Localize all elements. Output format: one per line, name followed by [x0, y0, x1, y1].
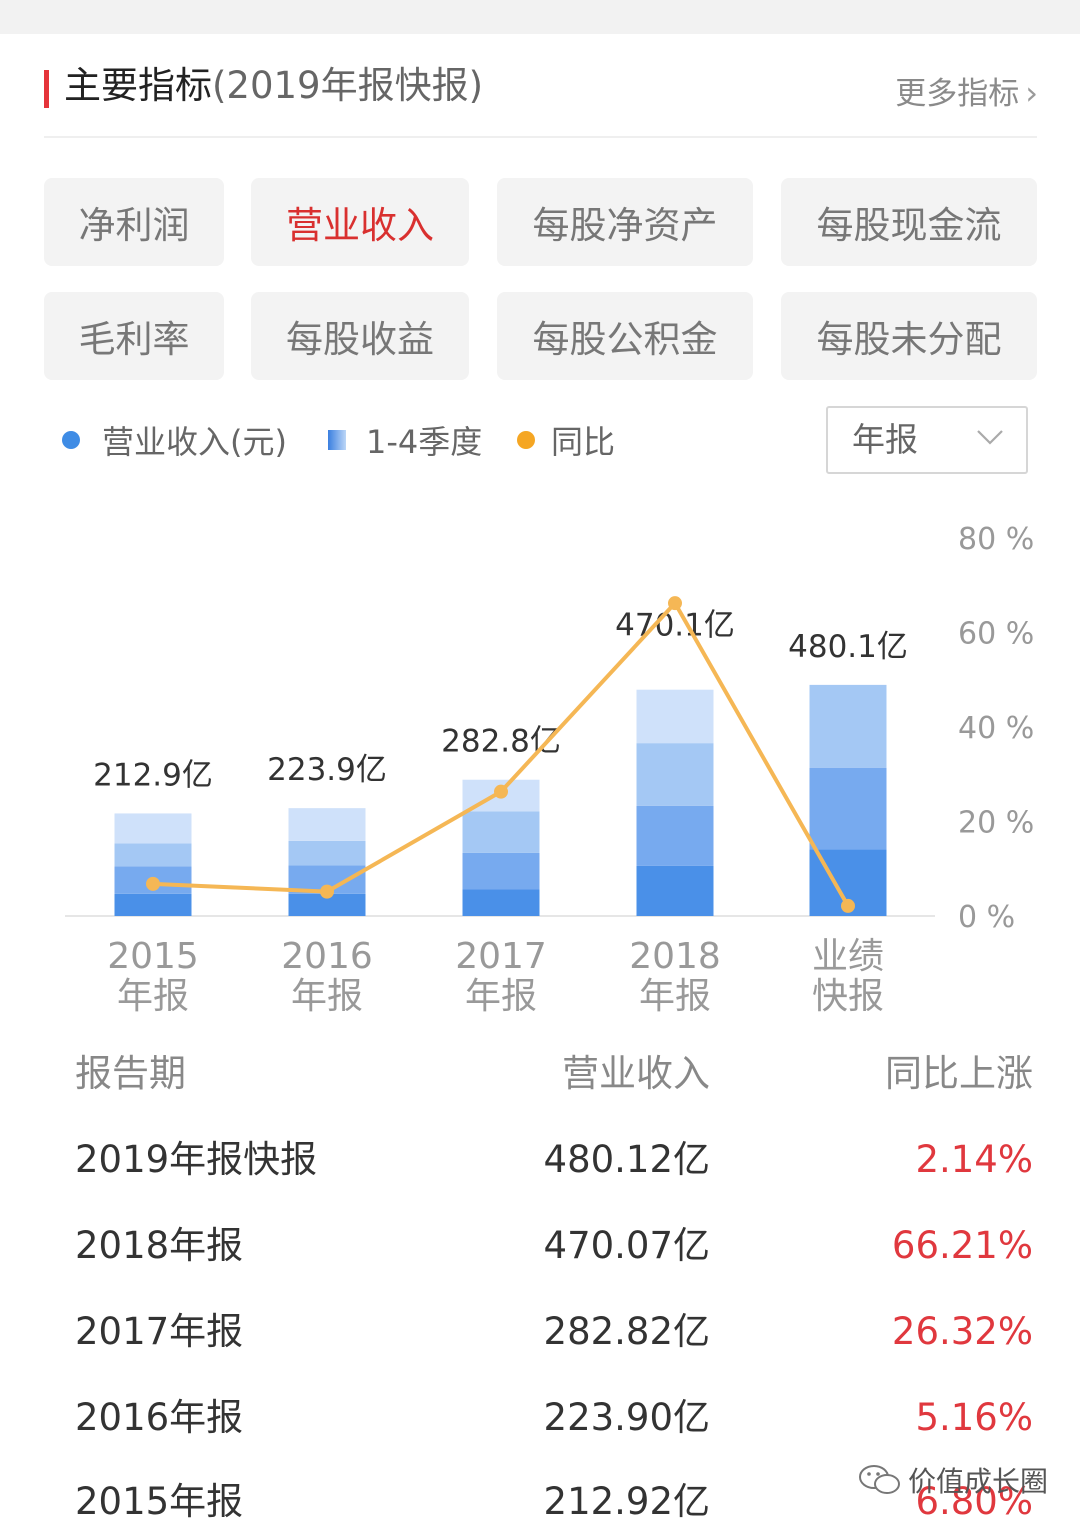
more-label: 更多指标 [895, 76, 1020, 112]
x-tick-label: 2017 [455, 936, 547, 977]
cell-period: 2019年报快报 [75, 1138, 318, 1181]
quarter-gradient-icon [328, 430, 346, 450]
bar-segment-q2 [809, 767, 887, 850]
bar-segment-q3 [809, 684, 887, 768]
period-select-value: 年报 [852, 420, 918, 459]
more-indicators-link[interactable]: 更多指标 › [895, 72, 1038, 115]
bar-segment-q1 [288, 893, 366, 916]
top-band [0, 0, 1080, 34]
cell-period: 2018年报 [75, 1224, 244, 1267]
bar-segment-q3 [288, 840, 366, 866]
chevron-down-icon [977, 430, 1003, 445]
tab-reserve-per-share[interactable]: 每股公积金 [497, 292, 753, 380]
x-tick-label: 2018 [629, 936, 721, 977]
watermark-text: 价值成长圈 [908, 1465, 1049, 1498]
tab-eps[interactable]: 每股收益 [251, 292, 469, 380]
x-tick-label: 年报 [117, 976, 189, 1017]
period-select[interactable]: 年报 [826, 406, 1028, 474]
bar-value-label: 480.1亿 [788, 629, 908, 665]
bar-segment-q1 [114, 893, 192, 916]
tab-net-assets-per-share[interactable]: 每股净资产 [497, 178, 753, 266]
bar-value-label: 282.8亿 [441, 724, 561, 760]
bar-segment-q3 [462, 811, 540, 853]
bar-segment-q4 [636, 689, 714, 744]
cell-yoy: 2.14% [915, 1138, 1033, 1181]
bar-segment-q4 [114, 813, 192, 844]
x-tick-label: 业绩 [812, 936, 884, 977]
legend-quarters: 1-4季度 [328, 415, 482, 465]
watermark: 价值成长圈 [858, 1460, 1048, 1500]
title-text: 主要指标 [64, 64, 212, 107]
right-axis-tick-label: 60 % [958, 617, 1034, 652]
title-accent-bar [44, 70, 49, 108]
cell-yoy: 66.21% [891, 1224, 1033, 1267]
cell-period: 2017年报 [75, 1310, 244, 1353]
legend-yoy-label: 同比 [551, 423, 616, 461]
bar-segment-q1 [462, 889, 540, 916]
cell-period: 2015年报 [75, 1480, 244, 1523]
right-axis-tick-label: 0 % [958, 900, 1015, 935]
yoy-point [841, 898, 855, 913]
legend-quarters-label: 1-4季度 [366, 423, 483, 461]
bar-segment-q1 [636, 865, 714, 916]
bar-segment-q2 [462, 852, 540, 890]
wechat-icon [859, 1465, 900, 1494]
yoy-point [668, 596, 682, 611]
cell-revenue: 470.07亿 [543, 1224, 710, 1267]
yoy-point [494, 784, 508, 799]
bar-segment-q2 [636, 805, 714, 866]
title-subtitle: (2019年报快报) [212, 64, 484, 107]
cell-yoy: 5.16% [915, 1396, 1033, 1439]
cell-period: 2016年报 [75, 1396, 244, 1439]
table-header-yoy: 同比上涨 [885, 1052, 1033, 1095]
cell-revenue: 223.90亿 [543, 1396, 710, 1439]
cell-revenue: 282.82亿 [543, 1310, 710, 1353]
chevron-right-icon: › [1025, 74, 1038, 112]
tab-cashflow-per-share[interactable]: 每股现金流 [781, 178, 1037, 266]
right-axis-tick-label: 20 % [958, 806, 1034, 841]
bar-segment-q3 [114, 843, 192, 867]
table-header-period: 报告期 [75, 1052, 186, 1095]
tab-gross-margin[interactable]: 毛利率 [44, 292, 224, 380]
right-axis-tick-label: 80 % [958, 522, 1034, 557]
yoy-point [320, 884, 334, 899]
right-axis-tick-label: 40 % [958, 711, 1034, 746]
header-divider [44, 136, 1037, 138]
legend-revenue-label: 营业收入(元) [102, 423, 287, 461]
cell-revenue: 480.12亿 [543, 1138, 710, 1181]
cell-yoy: 26.32% [891, 1310, 1033, 1353]
table-header-revenue: 营业收入 [562, 1052, 710, 1095]
bar-segment-q3 [636, 743, 714, 806]
tab-undistributed-per-share[interactable]: 每股未分配 [781, 292, 1037, 380]
x-tick-label: 年报 [465, 976, 537, 1017]
tab-net-profit[interactable]: 净利润 [44, 178, 224, 266]
x-tick-label: 年报 [639, 976, 711, 1017]
tab-revenue[interactable]: 营业收入 [251, 178, 469, 266]
yoy-point [146, 876, 160, 891]
x-tick-label: 2015 [107, 936, 199, 977]
revenue-chart: 0 % 20 % 40 % 60 % 80 % 212.9亿 223.9亿 282.8亿 470… [65, 522, 1034, 1017]
legend-revenue: 营业收入(元) [62, 415, 287, 465]
bar-value-label: 223.9亿 [267, 752, 387, 788]
x-tick-label: 快报 [812, 976, 884, 1017]
bar-value-label: 470.1亿 [615, 608, 735, 644]
x-tick-label: 2016 [281, 936, 373, 977]
section-title: 主要指标(2019年报快报) [64, 62, 483, 110]
cell-yoy: 6.80% [915, 1480, 1033, 1523]
legend-yoy: 同比 [517, 415, 615, 465]
x-tick-label: 年报 [291, 976, 363, 1017]
bar-segment-q4 [288, 808, 366, 841]
cell-revenue: 212.92亿 [543, 1480, 710, 1523]
bar-value-label: 212.9亿 [93, 757, 213, 793]
blue-dot-icon [62, 431, 80, 449]
orange-dot-icon [517, 431, 535, 449]
